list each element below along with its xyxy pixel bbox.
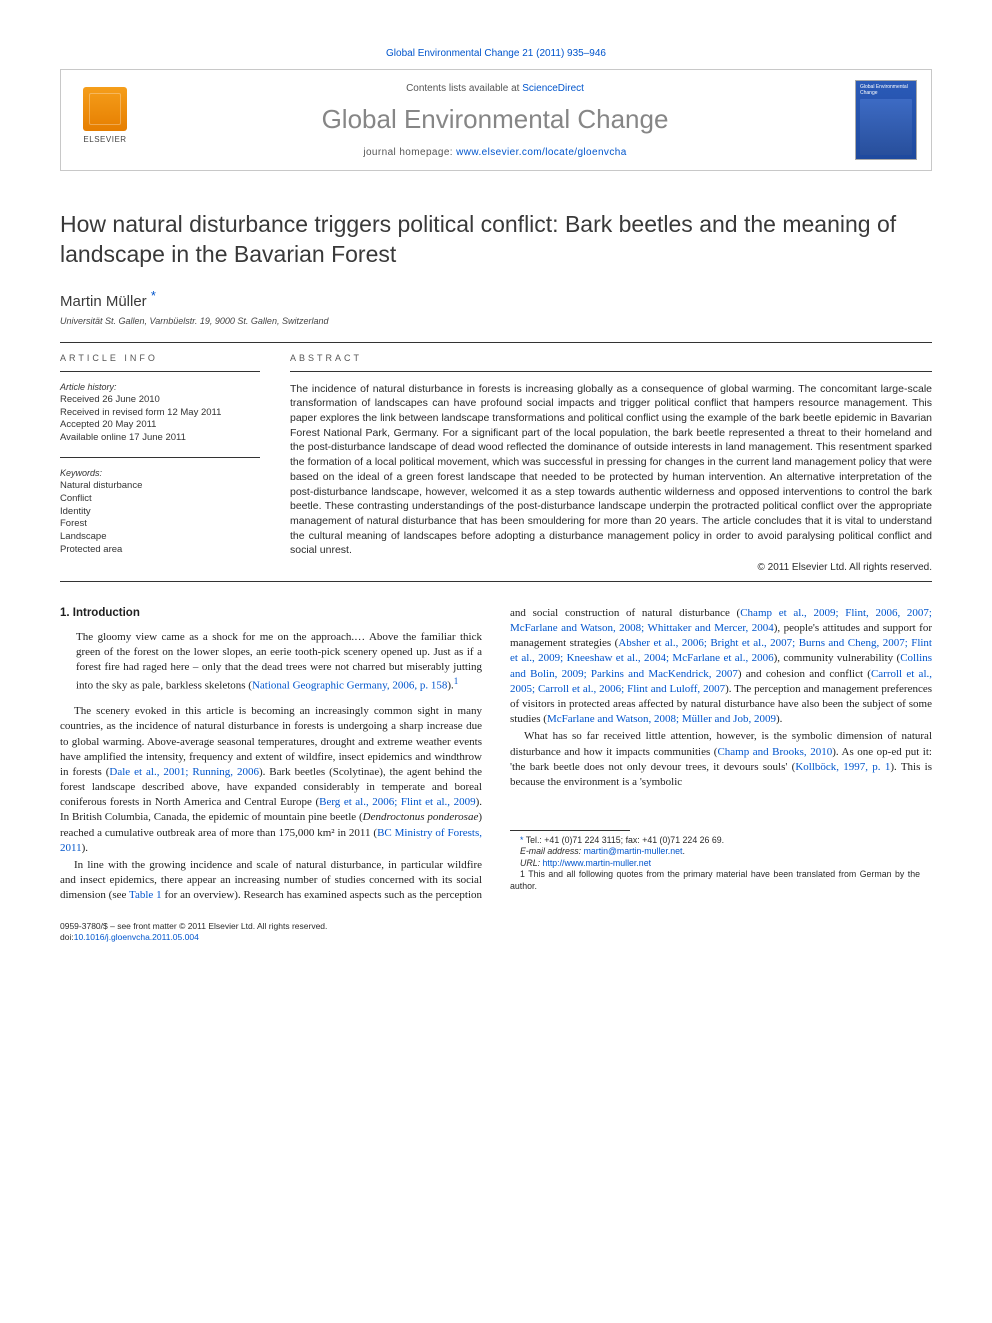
contents-prefix: Contents lists available at (406, 83, 522, 94)
paragraph: What has so far received little attentio… (510, 729, 932, 790)
footnote-email: E-mail address: martin@martin-muller.net… (510, 846, 920, 857)
citation-line: Global Environmental Change 21 (2011) 93… (60, 48, 932, 59)
p-text: ). (82, 842, 88, 854)
footnote-corr: * Tel.: +41 (0)71 224 3115; fax: +41 (0)… (510, 835, 920, 846)
keyword: Landscape (60, 531, 260, 544)
paragraph: The scenery evoked in this article is be… (60, 704, 482, 856)
journal-title: Global Environmental Change (149, 104, 841, 135)
fn-label: URL: (520, 858, 543, 868)
history-received: Received 26 June 2010 (60, 394, 260, 407)
fn-text: This and all following quotes from the p… (510, 869, 920, 890)
elsevier-tree-icon (83, 87, 127, 131)
p-text: ), community vulnerability ( (774, 652, 901, 664)
history-heading: Article history: (60, 382, 260, 392)
fn-text: Tel.: +41 (0)71 224 3115; fax: +41 (0)71… (523, 835, 724, 845)
rule-keywords (60, 457, 260, 458)
rule-info (60, 371, 260, 372)
ref-link[interactable]: Kollböck, 1997, p. 1 (795, 761, 890, 773)
cover-title: Global Environmental Change (860, 85, 912, 96)
history-online: Available online 17 June 2011 (60, 432, 260, 445)
footnote-rule (510, 830, 630, 831)
body-text: 1. Introduction The gloomy view came as … (60, 606, 932, 903)
homepage-line: journal homepage: www.elsevier.com/locat… (149, 147, 841, 158)
doi-label: doi: (60, 932, 74, 942)
footnotes: * Tel.: +41 (0)71 224 3115; fax: +41 (0)… (510, 830, 920, 892)
keywords-list: Natural disturbance Conflict Identity Fo… (60, 480, 260, 557)
keywords-heading: Keywords: (60, 468, 260, 478)
ref-link[interactable]: Dale et al., 2001; Running, 2006 (109, 766, 259, 778)
ref-link[interactable]: McFarlane and Watson, 2008; Müller and J… (547, 713, 776, 725)
ref-link[interactable]: National Geographic Germany, 2006, p. 15… (252, 680, 447, 692)
author-line: Martin Müller * (60, 288, 932, 310)
p-text: America and Central Europe ( (183, 796, 319, 808)
elsevier-word: ELSEVIER (83, 135, 126, 144)
keyword: Conflict (60, 493, 260, 506)
sciencedirect-link[interactable]: ScienceDirect (522, 83, 584, 94)
article-info-heading: ARTICLE INFO (60, 353, 260, 363)
rule-top (60, 342, 932, 343)
intro-quote: The gloomy view came as a shock for me o… (76, 630, 482, 694)
abstract-heading: ABSTRACT (290, 353, 932, 363)
abstract-text: The incidence of natural disturbance in … (290, 382, 932, 558)
keyword: Natural disturbance (60, 480, 260, 493)
citation-link[interactable]: Global Environmental Change 21 (2011) 93… (386, 48, 606, 59)
article-title: How natural disturbance triggers politic… (60, 209, 932, 270)
elsevier-logo: ELSEVIER (75, 87, 135, 153)
keyword: Protected area (60, 544, 260, 557)
keyword: Forest (60, 518, 260, 531)
p-text: ). (776, 713, 782, 725)
journal-cover-thumbnail: Global Environmental Change (855, 80, 917, 160)
history-revised: Received in revised form 12 May 2011 (60, 407, 260, 420)
ref-link[interactable]: Berg et al., 2006; Flint et al., 2009 (319, 796, 475, 808)
keyword: Identity (60, 506, 260, 519)
fn-label: E-mail address: (520, 846, 584, 856)
cover-image-icon (860, 99, 912, 155)
abstract-copyright: © 2011 Elsevier Ltd. All rights reserved… (290, 562, 932, 573)
front-matter-line: 0959-3780/$ – see front matter © 2011 El… (60, 921, 932, 943)
author-name: Martin Müller (60, 293, 147, 310)
rule-abstract (290, 371, 932, 372)
p-text: ) and cohesion and conflict ( (738, 668, 871, 680)
journal-header: ELSEVIER Contents lists available at Sci… (60, 69, 932, 171)
species-name: Dendroctonus ponderosae (363, 811, 479, 823)
footnote-1: 1 This and all following quotes from the… (510, 869, 920, 892)
history-accepted: Accepted 20 May 2011 (60, 419, 260, 432)
ref-link[interactable]: Champ and Brooks, 2010 (717, 746, 832, 758)
doi-link[interactable]: 10.1016/j.gloenvcha.2011.05.004 (74, 932, 199, 942)
table-ref-link[interactable]: Table 1 (129, 889, 162, 901)
front-matter-text: 0959-3780/$ – see front matter © 2011 El… (60, 921, 327, 931)
section-heading: 1. Introduction (60, 606, 482, 622)
footnote-url: URL: http://www.martin-muller.net (510, 858, 920, 869)
footnote-ref-1[interactable]: 1 (454, 676, 459, 686)
homepage-prefix: journal homepage: (363, 147, 456, 158)
affiliation: Universität St. Gallen, Varnbüelstr. 19,… (60, 316, 932, 326)
rule-body (60, 581, 932, 582)
email-link[interactable]: martin@martin-muller.net (584, 846, 683, 856)
fn-text: . (682, 846, 684, 856)
contents-line: Contents lists available at ScienceDirec… (149, 83, 841, 94)
url-link[interactable]: http://www.martin-muller.net (543, 858, 652, 868)
corresponding-author-mark[interactable]: * (151, 288, 156, 303)
homepage-link[interactable]: www.elsevier.com/locate/gloenvcha (456, 147, 627, 158)
